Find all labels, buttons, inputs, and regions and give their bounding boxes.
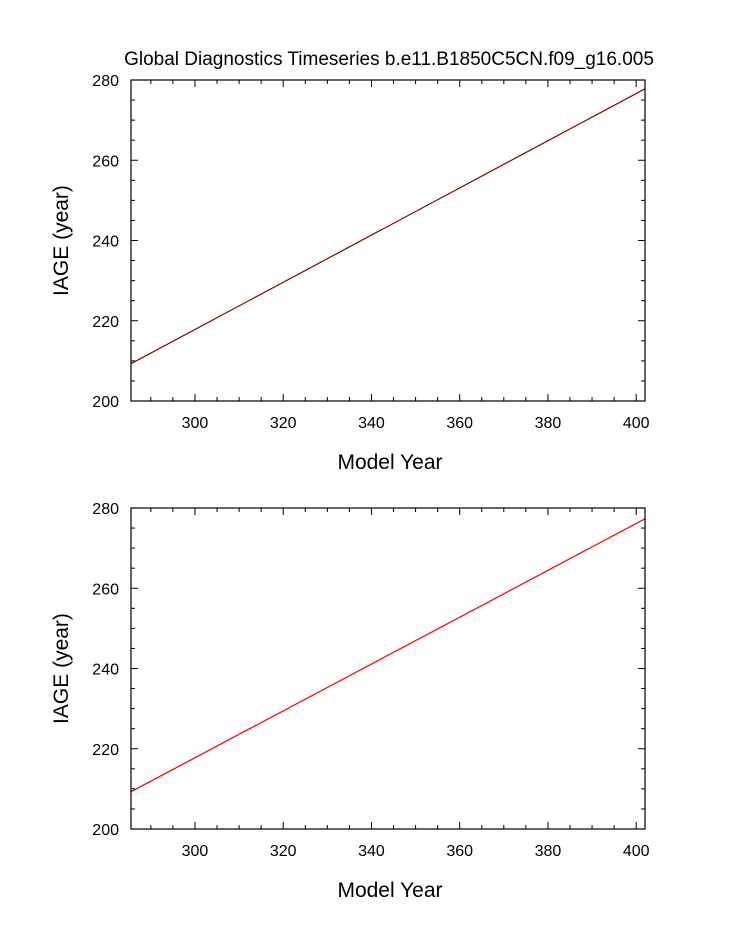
chart-title: Global Diagnostics Timeseries b.e11.B185… [124, 49, 654, 70]
y-tick-label: 200 [92, 822, 119, 839]
x-tick-label: 320 [270, 843, 297, 860]
x-axis-label: Model Year [337, 879, 442, 902]
x-tick-label: 340 [358, 415, 385, 432]
x-axis-label: Model Year [337, 451, 442, 474]
series-line [130, 518, 646, 793]
top-line-chart: 300 320 340 360 380 400 200 220 240 260 280 Model Y… [50, 73, 650, 474]
x-tick-label: 300 [182, 843, 209, 860]
y-tick-label: 260 [92, 153, 119, 170]
x-tick-label: 380 [535, 843, 562, 860]
y-tick-label: 240 [92, 662, 119, 679]
plot-frame [130, 507, 646, 830]
y-tick-label: 200 [92, 394, 119, 411]
y-axis-label: IAGE (year) [50, 613, 73, 724]
y-tick-label: 280 [92, 501, 119, 518]
y-tick-label: 220 [92, 314, 119, 331]
x-tick-label: 400 [623, 415, 650, 432]
y-tick-label: 240 [92, 234, 119, 251]
x-tick-label: 300 [182, 415, 209, 432]
x-tick-label: 380 [535, 415, 562, 432]
series-line [130, 88, 646, 365]
x-tick-label: 340 [358, 843, 385, 860]
bottom-line-chart: 300 320 340 360 380 400 200 220 240 260 280 Model Y… [50, 501, 650, 902]
x-tick-label: 320 [270, 415, 297, 432]
y-axis-label: IAGE (year) [50, 185, 73, 296]
x-tick-label: 360 [446, 415, 473, 432]
plot-frame [130, 79, 646, 402]
y-tick-label: 260 [92, 581, 119, 598]
y-tick-label: 220 [92, 742, 119, 759]
y-tick-label: 280 [92, 73, 119, 90]
x-tick-label: 360 [446, 843, 473, 860]
x-tick-label: 400 [623, 843, 650, 860]
